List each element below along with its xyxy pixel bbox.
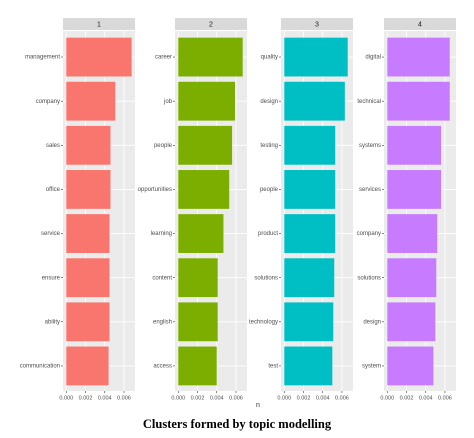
facet-title: 2 xyxy=(209,21,213,28)
bar xyxy=(284,37,348,77)
bar xyxy=(387,170,442,209)
x-tick-label: 0.004 xyxy=(316,395,330,401)
y-tick-label: office xyxy=(46,187,61,193)
y-tick-label: company xyxy=(36,99,60,105)
y-tick-label: access xyxy=(153,364,172,370)
x-tick-label: 0.000 xyxy=(59,395,73,401)
y-tick-label: people xyxy=(154,143,173,149)
y-tick-label: people xyxy=(260,187,279,193)
bar xyxy=(66,81,116,121)
bar xyxy=(387,125,442,165)
x-tick-label: 0.002 xyxy=(297,395,311,401)
bar xyxy=(178,346,217,386)
x-axis-label: n xyxy=(256,402,260,409)
bar xyxy=(387,258,437,298)
y-tick-label: management xyxy=(25,55,60,61)
bar xyxy=(387,302,436,342)
y-tick-label: english xyxy=(153,319,172,325)
strip xyxy=(175,18,247,30)
strip xyxy=(384,18,456,30)
y-tick-label: career xyxy=(155,55,172,61)
bar xyxy=(387,37,450,77)
bar xyxy=(178,258,218,298)
x-tick-label: 0.002 xyxy=(400,395,414,401)
bar xyxy=(284,170,336,209)
y-tick-label: services xyxy=(359,187,381,193)
bar xyxy=(66,302,110,342)
facet-title: 1 xyxy=(97,21,101,28)
bar xyxy=(284,346,333,386)
x-tick-label: 0.002 xyxy=(79,395,93,401)
bar xyxy=(178,125,233,165)
y-tick-label: solutions xyxy=(357,275,381,281)
y-tick-label: ability xyxy=(45,319,60,325)
bar xyxy=(284,258,335,298)
y-tick-label: service xyxy=(41,231,61,237)
bar xyxy=(178,170,230,209)
x-tick-label: 0.002 xyxy=(191,395,205,401)
y-tick-label: opportunities xyxy=(138,187,172,193)
bar xyxy=(284,302,334,342)
strip xyxy=(281,18,353,30)
x-tick-label: 0.000 xyxy=(277,395,291,401)
bar xyxy=(387,214,438,253)
y-tick-label: company xyxy=(357,231,381,237)
x-tick-label: 0.004 xyxy=(98,395,112,401)
bar xyxy=(66,258,110,298)
bar xyxy=(66,37,132,77)
x-tick-label: 0.006 xyxy=(229,395,243,401)
y-tick-label: content xyxy=(152,275,172,281)
y-tick-label: communication xyxy=(20,364,60,370)
y-tick-label: test xyxy=(268,364,278,370)
strip xyxy=(63,18,135,30)
bar xyxy=(66,125,111,165)
bar xyxy=(178,81,235,121)
bar xyxy=(66,214,110,253)
y-tick-label: job xyxy=(163,99,173,105)
y-tick-label: product xyxy=(258,231,278,237)
bar xyxy=(178,37,243,77)
x-tick-label: 0.000 xyxy=(380,395,394,401)
bar xyxy=(387,346,434,386)
bar xyxy=(178,302,218,342)
y-tick-label: design xyxy=(363,319,381,325)
y-tick-label: ensure xyxy=(42,275,61,281)
bar xyxy=(178,214,224,253)
y-tick-label: digital xyxy=(365,55,381,61)
bar xyxy=(66,170,111,209)
y-tick-label: systems xyxy=(359,143,381,149)
y-tick-label: solutions xyxy=(254,275,278,281)
x-tick-label: 0.006 xyxy=(117,395,131,401)
y-tick-label: design xyxy=(260,99,278,105)
facet-title: 3 xyxy=(315,21,319,28)
caption: Clusters formed by topic modelling xyxy=(143,417,332,431)
x-tick-label: 0.006 xyxy=(438,395,452,401)
bar xyxy=(387,81,450,121)
x-tick-label: 0.006 xyxy=(335,395,349,401)
y-tick-label: testing xyxy=(260,143,278,149)
x-tick-label: 0.000 xyxy=(171,395,185,401)
bar xyxy=(284,214,336,253)
x-tick-label: 0.004 xyxy=(210,395,224,401)
bar xyxy=(284,81,345,121)
y-tick-label: technical xyxy=(357,99,381,105)
bar xyxy=(66,346,109,386)
x-tick-label: 0.004 xyxy=(419,395,433,401)
y-tick-label: quality xyxy=(261,55,278,61)
y-tick-label: learning xyxy=(151,231,172,237)
y-tick-label: system xyxy=(362,364,381,370)
facet-title: 4 xyxy=(418,21,422,28)
y-tick-label: technology xyxy=(249,319,278,325)
bar xyxy=(284,125,336,165)
y-tick-label: sales xyxy=(46,143,60,149)
